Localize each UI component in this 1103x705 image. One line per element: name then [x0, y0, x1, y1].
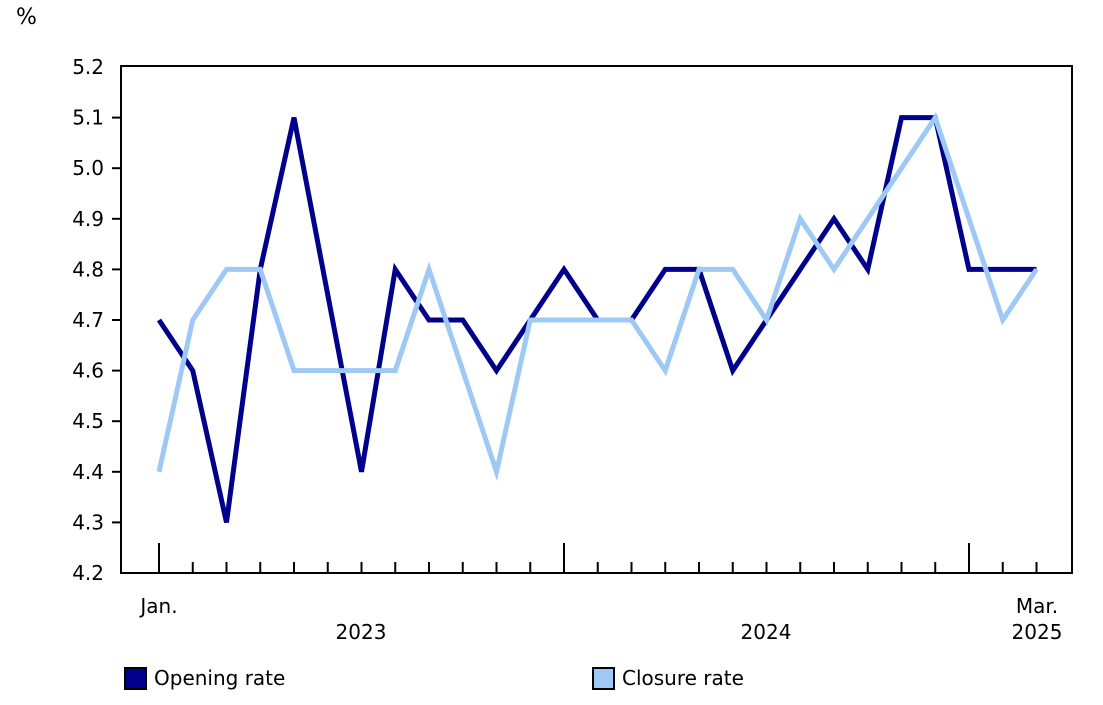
x-tick-label-mar-2025: Mar. [1015, 594, 1059, 618]
y-tick-label: 4.2 [72, 561, 104, 585]
y-tick-label: 4.7 [72, 308, 104, 332]
x-axis-year-label-2024: 2024 [740, 620, 792, 644]
y-axis-unit-label: % [16, 5, 37, 30]
y-tick-label: 4.8 [72, 257, 104, 281]
opening-rate-legend-swatch [124, 666, 147, 690]
y-tick-label: 5.1 [72, 106, 104, 130]
closure-rate-line [156, 111, 1039, 482]
opening-rate-legend-label: Opening rate [154, 666, 286, 690]
closure-rate-legend-label: Closure rate [622, 666, 744, 690]
legend-item-opening-rate: Opening rate [124, 666, 285, 690]
closure-rate-legend-swatch [592, 666, 615, 690]
y-tick-label: 4.3 [72, 510, 104, 534]
y-tick-label: 4.6 [72, 359, 104, 383]
y-tick-label: 4.9 [72, 207, 104, 231]
x-axis-year-label-2025: 2025 [1011, 620, 1063, 644]
legend-item-closure-rate: Closure rate [592, 666, 744, 690]
y-tick-label: 5.0 [72, 156, 104, 180]
y-tick-label: 4.4 [72, 460, 104, 484]
line-chart-plot: 5.2 5.1 5.0 4.9 4.8 4.7 4.6 4.5 4.4 4.3 4.2 [72, 55, 1073, 585]
y-tick-label: 5.2 [72, 55, 104, 79]
y-tick-label: 4.5 [72, 409, 104, 433]
x-axis-year-label-2023: 2023 [335, 620, 387, 644]
x-tick-label-jan-2023: Jan. [140, 594, 178, 618]
